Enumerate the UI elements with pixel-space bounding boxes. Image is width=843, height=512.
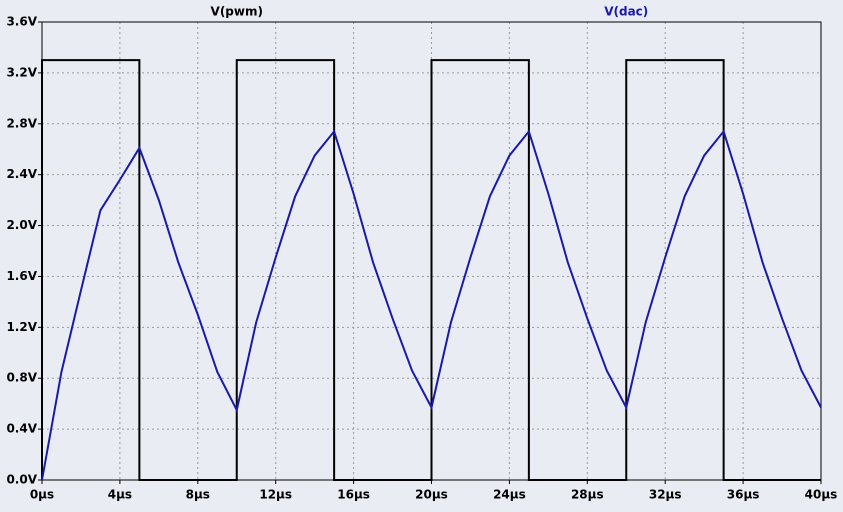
series-line — [41, 129, 822, 481]
x-tick-label: 12µs — [259, 488, 292, 502]
x-tick-label: 0µs — [30, 488, 54, 502]
series-line — [41, 59, 821, 481]
x-tick-label: 8µs — [186, 488, 210, 502]
y-tick-label: 0.0V — [6, 473, 37, 487]
y-tick-label: 3.6V — [6, 15, 37, 29]
x-tick-label: 28µs — [571, 488, 604, 502]
y-tick-label: 3.2V — [6, 65, 37, 79]
x-tick-label: 16µs — [337, 488, 370, 502]
y-tick-label: 2.0V — [6, 218, 37, 232]
x-tick-label: 36µs — [727, 488, 760, 502]
y-tick-label: 0.4V — [6, 422, 37, 436]
x-tick-label: 32µs — [649, 488, 682, 502]
x-tick-label: 24µs — [493, 488, 526, 502]
x-tick-label: 40µs — [805, 488, 838, 502]
legend-entry: V(pwm) — [211, 5, 263, 19]
legend-entry: V(dac) — [604, 5, 648, 19]
y-tick-label: 2.8V — [6, 116, 37, 130]
y-tick-label: 1.2V — [6, 320, 37, 334]
y-tick-label: 1.6V — [6, 269, 37, 283]
x-tick-label: 20µs — [415, 488, 448, 502]
y-tick-label: 2.4V — [6, 167, 37, 181]
x-tick-label: 4µs — [108, 488, 132, 502]
y-tick-label: 0.8V — [6, 371, 37, 385]
